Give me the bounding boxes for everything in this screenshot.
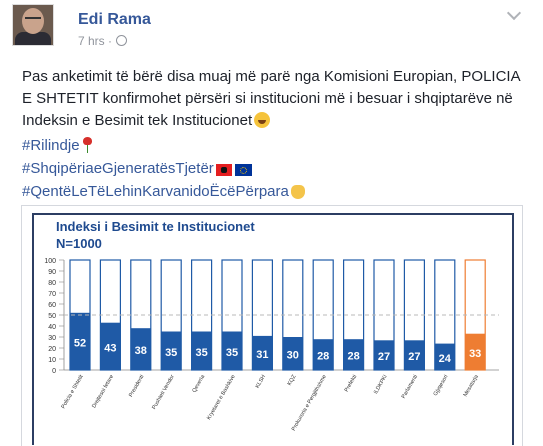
facebook-post: Edi Rama 7 hrs · Pas anketimit të bërë d… [12,4,523,446]
bar-value-label: 27 [408,351,420,363]
bar [434,343,455,370]
post-body: Pas anketimit të bërë disa muaj më parë … [22,68,520,129]
author-name[interactable]: Edi Rama [78,11,151,28]
post-meta: 7 hrs · [78,34,128,48]
category-label: Qeveria [192,373,207,393]
avatar-body [15,32,51,45]
post-text: Pas anketimit të bërë disa muaj më parë … [22,66,522,132]
y-tick-label: 0 [52,368,56,375]
bar-value-label: 24 [439,353,452,365]
chart-subtitle: N=1000 [56,236,102,251]
bar-value-label: 35 [165,347,177,359]
bar-value-label: 35 [195,347,207,359]
hashtag-list: #Rilindje #ShqipëriaeGjeneratësTjetër #Q… [22,134,305,203]
bar [313,339,334,370]
bar-value-label: 30 [287,350,299,362]
y-tick-label: 20 [48,346,56,353]
bar [465,333,486,370]
bar-value-label: 33 [469,348,481,360]
bar [161,331,182,370]
category-label: Kryetaret e Bashkive [206,374,237,421]
y-tick-label: 60 [48,302,56,309]
rose-emoji-icon [82,137,92,153]
bar [70,312,90,370]
bar [282,337,303,370]
y-tick-label: 40 [48,324,56,331]
chevron-down-icon[interactable] [506,5,522,21]
bar-value-label: 35 [226,347,238,359]
bar-value-label: 43 [104,342,116,354]
laughing-emoji-icon [254,112,271,128]
avatar-glasses [25,17,41,23]
category-label: Parlamenti [401,374,419,400]
category-label: Gjyqesori [433,374,450,397]
category-label: Prokuroria e Pergjithshme [291,374,328,432]
post-time[interactable]: 7 hrs · [78,34,113,48]
chart-title: Indeksi i Besimit te Institucionet [56,219,255,234]
pointing-hand-emoji-icon [290,185,305,199]
hashtag-rilindje[interactable]: #Rilindje [22,134,305,157]
category-label: ILDKPKI [373,374,389,396]
trust-index-chart: 0 10 20 30 40 50 60 70 80 90 100 52 Policia e Shteti… [44,258,499,432]
category-label: Pushteti Vendor [151,374,176,411]
eu-flag-icon [234,164,252,176]
albania-flag-icon [215,164,232,176]
bar-value-label: 28 [317,351,329,363]
y-tick-label: 70 [48,291,56,298]
bar-value-label: 31 [256,349,268,361]
bar [191,331,212,370]
bar-value-label: 38 [135,345,147,357]
y-tick-label: 90 [48,269,56,276]
bar [374,340,394,370]
category-label: Mesatarja [463,373,481,398]
y-tick-label: 100 [44,258,56,265]
category-label: Drejtesoi fetare [91,374,115,409]
bar [404,340,425,370]
bar [100,322,121,370]
bar [343,339,364,370]
y-tick-label: 30 [48,335,56,342]
category-label: Presidenti [128,374,145,398]
bar [222,331,242,370]
y-tick-label: 10 [48,357,56,364]
bar-value-label: 28 [347,351,359,363]
globe-icon [116,35,128,46]
avatar-head [22,8,44,34]
bar [130,328,151,370]
category-label: KQZ [287,373,298,386]
bar-value-label: 27 [378,351,390,363]
author-avatar[interactable] [12,4,54,46]
category-label: Policia e Shtetit [61,374,85,410]
hashtag-shqiperia[interactable]: #ShqipëriaeGjeneratësTjetër [22,157,305,180]
category-label: KLSH [255,374,267,389]
bar-value-label: 52 [74,337,86,349]
y-tick-label: 50 [48,313,56,320]
category-label: Prefekti [344,374,359,393]
y-tick-label: 80 [48,280,56,287]
bar [252,335,273,370]
hashtag-qente[interactable]: #QentëLeTëLehinKarvanidoËcëPërpara [22,180,305,203]
